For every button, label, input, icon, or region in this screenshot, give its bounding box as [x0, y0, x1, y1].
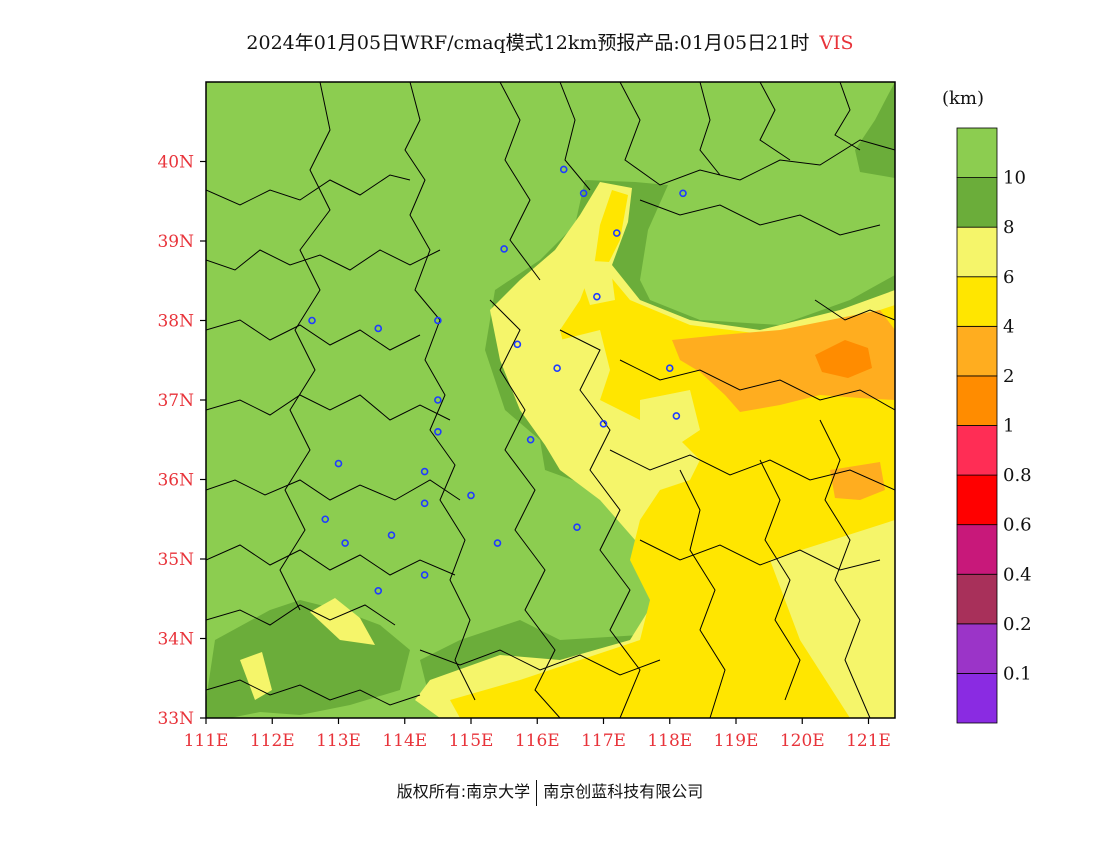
station-marker — [467, 491, 475, 500]
station-marker — [593, 292, 601, 301]
lat-tick-label: 38N — [157, 312, 194, 332]
contour-1-2 — [815, 340, 872, 378]
lon-tick-label: 119E — [714, 731, 759, 751]
title-text: 2024年01月05日WRF/cmaq模式12km预报产品:01月05日21时 — [246, 32, 810, 54]
legend-swatch — [956, 226, 998, 278]
contour-pocket-2 — [640, 390, 700, 450]
station-marker — [334, 459, 343, 468]
station-marker — [500, 245, 508, 253]
legend-swatch — [956, 325, 998, 377]
map-axes: 111E 112E 113E 114E 115E 116E 117E 118E 119E 120E… — [157, 153, 890, 752]
legend-label: 1 — [1003, 416, 1014, 437]
station-marker — [420, 467, 429, 476]
legend-unit: (km) — [942, 88, 985, 109]
station-marker — [308, 316, 316, 325]
legend-label: 10 — [1003, 168, 1026, 189]
contour-pocket-4 — [575, 260, 615, 305]
legend-swatch — [956, 276, 998, 327]
legend-swatch — [956, 425, 998, 476]
footer-right: 南京创蓝科技有限公司 — [543, 782, 704, 801]
legend-swatch — [956, 673, 998, 724]
legend-label: 8 — [1003, 217, 1014, 238]
station-marker — [573, 523, 581, 532]
station-marker — [374, 586, 383, 595]
legend-label: 0.8 — [1003, 465, 1032, 486]
copyright-footer: 版权所有:南京大学 南京创蓝科技有限公司 — [0, 778, 1100, 806]
legend-swatch — [956, 524, 998, 575]
station-marker — [553, 364, 561, 373]
legend-swatch — [956, 474, 998, 526]
legend-swatch — [956, 127, 998, 178]
legend-swatch — [956, 623, 998, 674]
station-marker — [579, 189, 588, 198]
lon-tick-label: 114E — [382, 731, 427, 751]
legend-swatch — [956, 573, 998, 625]
station-marker — [493, 539, 502, 547]
lon-tick-label: 121E — [846, 731, 891, 751]
station-marker — [559, 165, 568, 174]
contour-pocket-1 — [560, 330, 610, 400]
legend-label: 0.1 — [1003, 663, 1032, 684]
lat-tick-label: 39N — [157, 232, 194, 252]
legend-swatch — [956, 375, 998, 426]
station-marker — [434, 316, 442, 325]
footer-separator — [536, 779, 538, 806]
lon-tick-label: 112E — [250, 731, 295, 751]
lat-tick-label: 34N — [157, 630, 194, 650]
station-marker — [387, 531, 396, 539]
footer-left: 版权所有:南京大学 — [396, 782, 531, 801]
station-markers — [308, 165, 687, 595]
station-marker — [513, 340, 522, 349]
contour-pocket-3 — [770, 520, 895, 718]
lon-tick-label: 115E — [449, 731, 494, 751]
map-title: 2024年01月05日WRF/cmaq模式12km预报产品:01月05日21时 V… — [0, 28, 1100, 55]
station-marker — [679, 189, 687, 198]
legend-swatch — [956, 177, 998, 228]
lon-tick-label: 111E — [184, 731, 229, 751]
station-marker — [434, 427, 442, 436]
contour-6-8-sw2 — [240, 652, 272, 700]
legend-label: 4 — [1003, 316, 1014, 337]
boundary-lines — [206, 82, 895, 718]
station-marker — [612, 229, 621, 237]
station-marker — [341, 539, 349, 547]
station-marker — [420, 571, 429, 579]
lat-tick-label: 37N — [157, 391, 194, 411]
contour-layer — [206, 82, 895, 718]
station-marker — [665, 364, 674, 373]
lon-tick-label: 120E — [780, 731, 825, 751]
station-marker — [599, 420, 608, 428]
lon-tick-label: 113E — [316, 731, 361, 751]
station-marker — [321, 515, 330, 524]
lon-tick-label: 117E — [581, 731, 626, 751]
station-marker — [672, 412, 681, 420]
title-variable: VIS — [819, 32, 854, 54]
contour-8-10-ne — [855, 82, 895, 178]
contour-6-8-sw — [310, 598, 375, 645]
lon-tick-label: 116E — [515, 731, 560, 751]
legend-label: 0.6 — [1003, 515, 1032, 536]
contour-2-4 — [672, 310, 895, 412]
station-marker — [420, 499, 429, 508]
color-legend: 0.1 0.2 0.4 0.6 0.8 1 2 4 6 8 10 — [956, 127, 1032, 724]
legend-label: 0.4 — [1003, 564, 1032, 585]
station-marker — [434, 396, 442, 404]
legend-label: 6 — [1003, 267, 1014, 288]
station-marker — [374, 324, 383, 333]
legend-label: 2 — [1003, 366, 1014, 387]
lat-tick-label: 40N — [157, 153, 194, 173]
lat-tick-label: 33N — [157, 709, 194, 729]
lat-tick-label: 35N — [157, 550, 194, 570]
legend-label: 0.2 — [1003, 614, 1032, 635]
lon-tick-label: 118E — [647, 731, 692, 751]
station-marker — [526, 435, 535, 444]
lat-tick-label: 36N — [157, 471, 194, 491]
